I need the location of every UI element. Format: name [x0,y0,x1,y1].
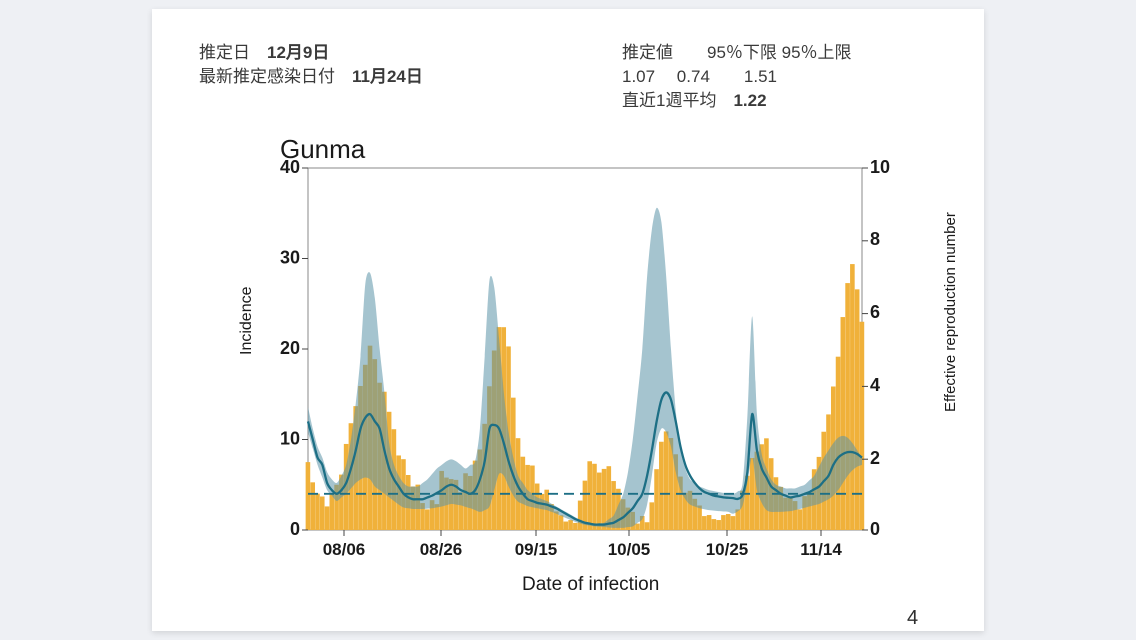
svg-text:10: 10 [870,157,890,177]
svg-text:0: 0 [290,519,300,539]
svg-text:20: 20 [280,338,300,358]
svg-text:30: 30 [280,248,300,268]
svg-text:8: 8 [870,229,880,249]
svg-text:6: 6 [870,302,880,322]
svg-text:08/26: 08/26 [420,540,463,559]
svg-text:09/15: 09/15 [515,540,558,559]
svg-text:11/14: 11/14 [800,540,842,559]
svg-text:0: 0 [870,519,880,539]
svg-text:4: 4 [870,375,880,395]
svg-text:10/05: 10/05 [608,540,651,559]
svg-text:10: 10 [280,429,300,449]
svg-text:40: 40 [280,157,300,177]
svg-text:08/06: 08/06 [323,540,366,559]
svg-text:10/25: 10/25 [706,540,749,559]
svg-text:2: 2 [870,448,880,468]
